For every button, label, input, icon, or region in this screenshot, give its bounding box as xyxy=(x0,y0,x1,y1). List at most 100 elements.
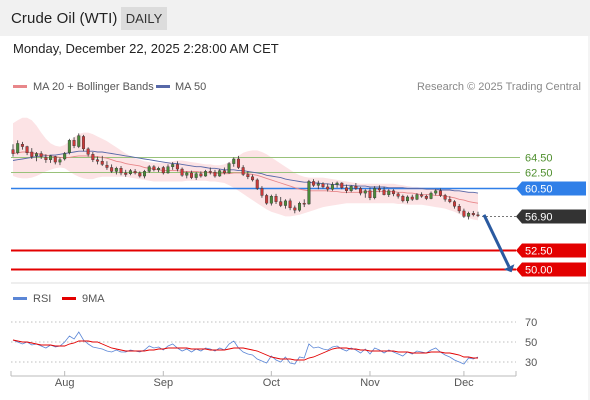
candle-64 xyxy=(312,179,316,187)
candle-body xyxy=(180,168,184,176)
candle-95 xyxy=(457,203,461,214)
candle-70 xyxy=(340,182,344,190)
ma50-legend-label: MA 50 xyxy=(175,81,206,93)
candle-98 xyxy=(471,210,475,217)
candle-36 xyxy=(180,167,184,177)
candle-body xyxy=(157,168,161,171)
candle-body xyxy=(255,179,259,189)
x-label-Oct: Oct xyxy=(263,377,280,389)
candle-49 xyxy=(241,165,245,177)
x-label-Aug: Aug xyxy=(55,377,75,389)
rsi-legend-swatch xyxy=(13,297,27,300)
candle-body xyxy=(396,193,400,197)
candle-body xyxy=(401,196,405,202)
candle-54 xyxy=(265,193,269,205)
candle-body xyxy=(377,188,381,191)
candle-body xyxy=(72,140,76,146)
candle-body xyxy=(349,185,353,191)
candle-28 xyxy=(143,169,147,179)
candle-body xyxy=(171,164,175,167)
candle-body xyxy=(420,194,424,197)
candle-body xyxy=(246,174,250,178)
candle-87 xyxy=(420,192,424,198)
level-tag-50.00 xyxy=(516,262,586,277)
candle-body xyxy=(63,153,67,160)
level-label-64.50: 64.50 xyxy=(525,153,553,165)
candle-body xyxy=(152,166,156,171)
candle-body xyxy=(424,196,428,199)
candle-body xyxy=(86,148,90,155)
candle-67 xyxy=(326,183,330,192)
candle-61 xyxy=(298,201,302,212)
candle-body xyxy=(133,171,137,174)
rsi-tick-70: 70 xyxy=(525,317,537,329)
timeframe-badge[interactable]: DAILY xyxy=(121,7,167,30)
candle-15 xyxy=(81,134,85,152)
candle-body xyxy=(20,144,24,147)
candle-body xyxy=(438,190,442,196)
candle-17 xyxy=(91,151,95,163)
candle-body xyxy=(100,161,104,165)
rsi-legend: RSI 9MA xyxy=(13,293,105,305)
candle-72 xyxy=(349,185,353,193)
candle-22 xyxy=(114,166,118,175)
bollinger-band xyxy=(13,117,478,221)
candle-body xyxy=(307,181,311,205)
candle-48 xyxy=(236,155,240,170)
candle-body xyxy=(25,146,29,153)
candle-body xyxy=(67,140,71,153)
candle-body xyxy=(448,199,452,202)
candle-3 xyxy=(25,145,29,156)
candle-84 xyxy=(406,195,410,204)
candle-body xyxy=(316,183,320,186)
candle-40 xyxy=(199,171,203,178)
candle-body xyxy=(147,166,151,172)
candle-body xyxy=(30,151,34,157)
rsi-tick-50: 50 xyxy=(525,337,537,349)
ma20-legend-swatch xyxy=(13,85,27,88)
candle-body xyxy=(96,159,100,162)
candle-body xyxy=(368,190,372,198)
candle-body xyxy=(321,183,325,188)
candle-body xyxy=(406,196,410,202)
candle-body xyxy=(471,213,475,216)
candle-body xyxy=(128,170,132,174)
candle-85 xyxy=(410,194,414,201)
main-legend: MA 20 + Bollinger Bands MA 50 Research ©… xyxy=(13,81,581,93)
candle-body xyxy=(274,196,278,202)
candle-43 xyxy=(213,169,217,178)
candle-52 xyxy=(255,178,259,190)
candle-33 xyxy=(166,164,170,174)
credit-label: Research © 2025 Trading Central xyxy=(417,81,581,93)
candle-99 xyxy=(476,211,480,218)
candle-body xyxy=(462,210,466,217)
candle-53 xyxy=(260,186,264,198)
candle-27 xyxy=(138,171,142,178)
bollinger-fill xyxy=(13,117,478,221)
rsi-tick-30: 30 xyxy=(525,357,537,369)
candle-body xyxy=(312,181,316,186)
candle-55 xyxy=(269,194,273,206)
candle-14 xyxy=(77,133,81,149)
candle-30 xyxy=(152,165,156,172)
candle-86 xyxy=(415,193,419,201)
candle-body xyxy=(49,155,53,160)
level-label-52.50: 52.50 xyxy=(525,246,553,258)
x-label-Sep: Sep xyxy=(154,377,174,389)
candle-body xyxy=(265,195,269,204)
candle-44 xyxy=(218,169,222,177)
candle-body xyxy=(326,186,330,190)
candle-body xyxy=(434,190,438,194)
candle-23 xyxy=(119,165,123,176)
candle-19 xyxy=(100,155,104,166)
forecast-arrow xyxy=(482,214,515,273)
candle-78 xyxy=(377,185,381,193)
candle-74 xyxy=(359,186,363,196)
candle-body xyxy=(330,184,334,190)
candle-20 xyxy=(105,161,109,170)
candle-body xyxy=(194,173,198,178)
candle-body xyxy=(410,196,414,200)
candle-body xyxy=(161,167,165,174)
candle-body xyxy=(16,143,20,153)
candle-93 xyxy=(448,196,452,204)
